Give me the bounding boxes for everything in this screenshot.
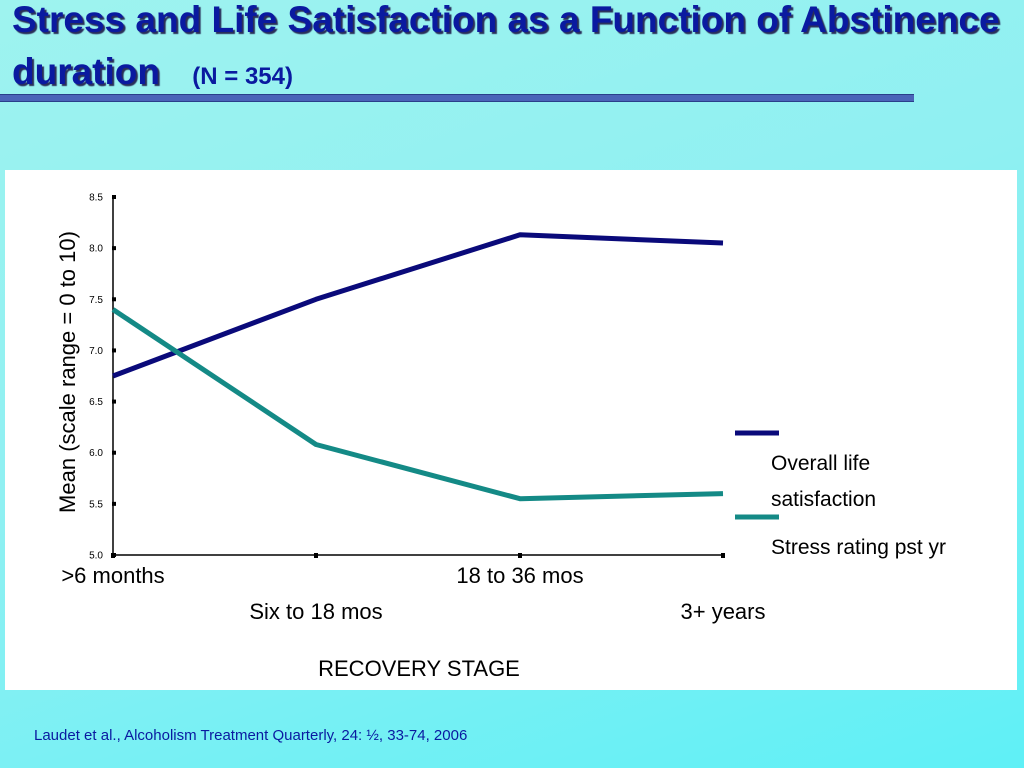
title-sample-size: (N = 354) — [192, 63, 293, 90]
y-tick-label: 5.5 — [89, 499, 103, 510]
title-main: Stress and Life Satisfaction as a Functi… — [12, 0, 1000, 92]
y-tick-mark — [112, 297, 116, 302]
x-tick-label: 3+ years — [681, 599, 766, 624]
y-tick-mark — [112, 501, 116, 506]
y-tick-label: 6.5 — [89, 397, 103, 408]
y-tick-mark — [112, 348, 116, 353]
legend-label-stress: Stress rating pst yr — [771, 536, 947, 559]
series-line-stress — [111, 307, 724, 502]
x-tick-mark — [111, 553, 115, 558]
legend-label-life-satisfaction: Overall life satisfaction — [771, 452, 877, 511]
y-tick-label: 8.5 — [89, 193, 103, 204]
x-tick-label: 18 to 36 mos — [456, 563, 583, 588]
x-tick-mark — [518, 553, 522, 558]
slide-title: Stress and Life Satisfaction as a Functi… — [12, 0, 1012, 103]
y-tick-label: 7.0 — [89, 346, 103, 357]
y-tick-mark — [112, 246, 116, 251]
x-tick-label: >6 months — [61, 563, 164, 588]
x-axis-title: RECOVERY STAGE — [318, 656, 520, 681]
x-tick-mark — [721, 553, 725, 558]
line-chart: 5.0 5.5 6.0 6.5 7.0 7.5 8.0 8.5 >6 months Six to … — [55, 193, 779, 681]
y-tick-mark — [112, 399, 116, 404]
y-tick-label: 6.0 — [89, 448, 103, 459]
y-tick-label: 7.5 — [89, 295, 103, 306]
x-tick-mark — [314, 553, 318, 558]
y-tick-label: 8.0 — [89, 244, 103, 255]
x-tick-label: Six to 18 mos — [249, 599, 382, 624]
citation: Laudet et al., Alcoholism Treatment Quar… — [34, 727, 468, 744]
y-axis-title: Mean (scale range = 0 to 10) — [55, 231, 80, 513]
chart-panel: 5.0 5.5 6.0 6.5 7.0 7.5 8.0 8.5 >6 months Six to … — [5, 170, 1017, 690]
series-line-life-satisfaction — [112, 232, 724, 379]
y-tick-mark — [112, 450, 116, 455]
y-tick-label: 5.0 — [89, 551, 103, 562]
title-underline — [0, 94, 914, 102]
y-tick-mark — [112, 195, 116, 199]
